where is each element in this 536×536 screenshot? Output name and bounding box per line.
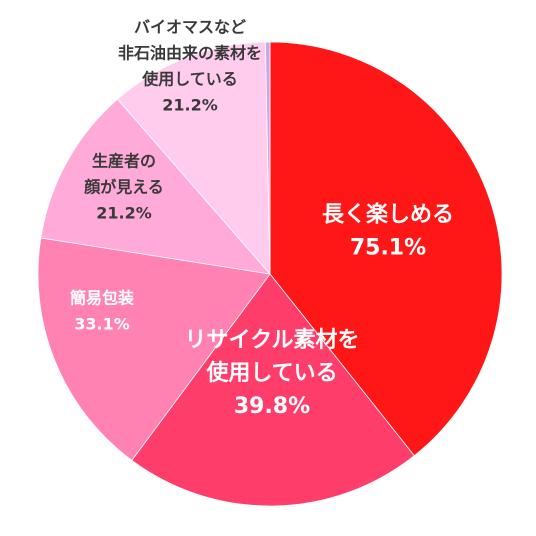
pie-slices xyxy=(38,42,502,506)
slice-category-label-3: 顔が見える xyxy=(83,178,164,197)
slice-category-label-4: 非石油由来の素材を xyxy=(118,44,262,63)
slice-value-label-2: 33.1% xyxy=(74,315,130,334)
slice-category-label-0: 長く楽しめる xyxy=(322,202,454,228)
slice-category-label-1: 使用している xyxy=(205,361,337,386)
slice-value-label-4: 21.2% xyxy=(162,96,218,115)
slice-value-label-0: 75.1% xyxy=(350,236,426,261)
slice-category-label-3: 生産者の xyxy=(92,152,156,171)
slice-category-label-4: 使用している xyxy=(141,70,238,89)
slice-value-label-3: 21.2% xyxy=(96,204,152,223)
slice-category-label-4: バイオマスなど xyxy=(134,18,246,37)
slice-category-label-2: 簡易包装 xyxy=(69,289,134,308)
slice-value-label-1: 39.8% xyxy=(234,394,310,419)
slice-category-label-1: リサイクル素材を xyxy=(185,327,360,353)
